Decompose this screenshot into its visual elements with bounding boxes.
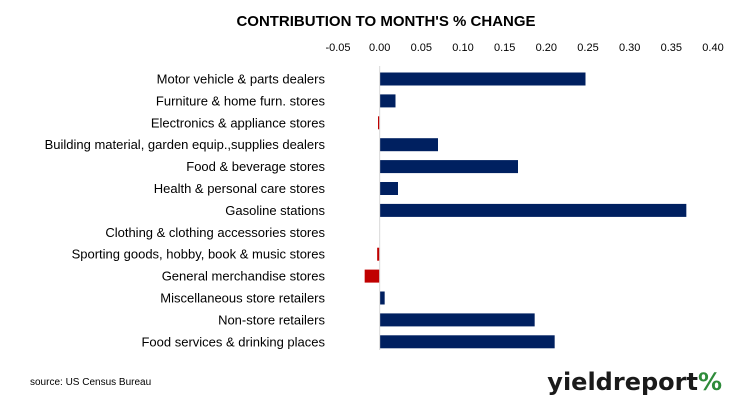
source-note: source: US Census Bureau: [30, 377, 151, 388]
category-label: Non-store retailers: [218, 312, 325, 327]
bar: [379, 291, 385, 305]
x-tick-label: 0.10: [452, 42, 473, 54]
x-tick-label: 0.05: [411, 42, 432, 54]
category-label: General merchandise stores: [162, 269, 326, 284]
bar: [377, 247, 380, 261]
bar: [378, 116, 380, 130]
x-tick-label: 0.35: [661, 42, 682, 54]
brand-name: yieldreport: [547, 368, 698, 396]
bar: [379, 335, 555, 349]
svg-text:yieldreport%: yieldreport%: [547, 368, 722, 396]
bar: [379, 72, 586, 86]
bar: [379, 182, 398, 195]
x-tick-label: 0.30: [619, 42, 640, 54]
category-labels: Motor vehicle & parts dealers Furniture &…: [45, 72, 326, 350]
category-label: Building material, garden equip.,supplie…: [45, 137, 326, 152]
x-tick-label: 0.40: [702, 42, 723, 54]
category-label: Clothing & clothing accessories stores: [105, 225, 325, 240]
bar: [364, 269, 380, 283]
bar: [379, 203, 687, 217]
category-label: Sporting goods, hobby, book & music stor…: [72, 247, 326, 262]
brand-logo: yieldreport%: [547, 368, 722, 396]
category-label: Furniture & home furn. stores: [156, 93, 326, 108]
bar: [379, 313, 535, 327]
category-label: Health & personal care stores: [154, 181, 326, 196]
x-tick-label: 0.15: [494, 42, 515, 54]
category-label: Miscellaneous store retailers: [160, 291, 325, 306]
x-axis-ticks: -0.05 0.00 0.05 0.10 0.15 0.20 0.25 0.30 0.35 0.4…: [325, 42, 723, 54]
category-label: Motor vehicle & parts dealers: [157, 72, 326, 87]
category-label: Gasoline stations: [225, 203, 325, 218]
x-tick-label: 0.20: [536, 42, 557, 54]
chart-title: CONTRIBUTION TO MONTH'S % CHANGE: [236, 13, 535, 30]
bar: [379, 138, 438, 152]
x-tick-label: 0.00: [369, 42, 390, 54]
category-label: Electronics & appliance stores: [151, 115, 326, 130]
bars: [364, 72, 687, 349]
bar: [379, 160, 518, 174]
category-label: Food services & drinking places: [141, 334, 325, 349]
brand-percent-icon: %: [698, 368, 722, 396]
category-label: Food & beverage stores: [186, 159, 325, 174]
x-tick-label: -0.05: [325, 42, 350, 54]
bar: [379, 94, 396, 108]
x-tick-label: 0.25: [577, 42, 598, 54]
